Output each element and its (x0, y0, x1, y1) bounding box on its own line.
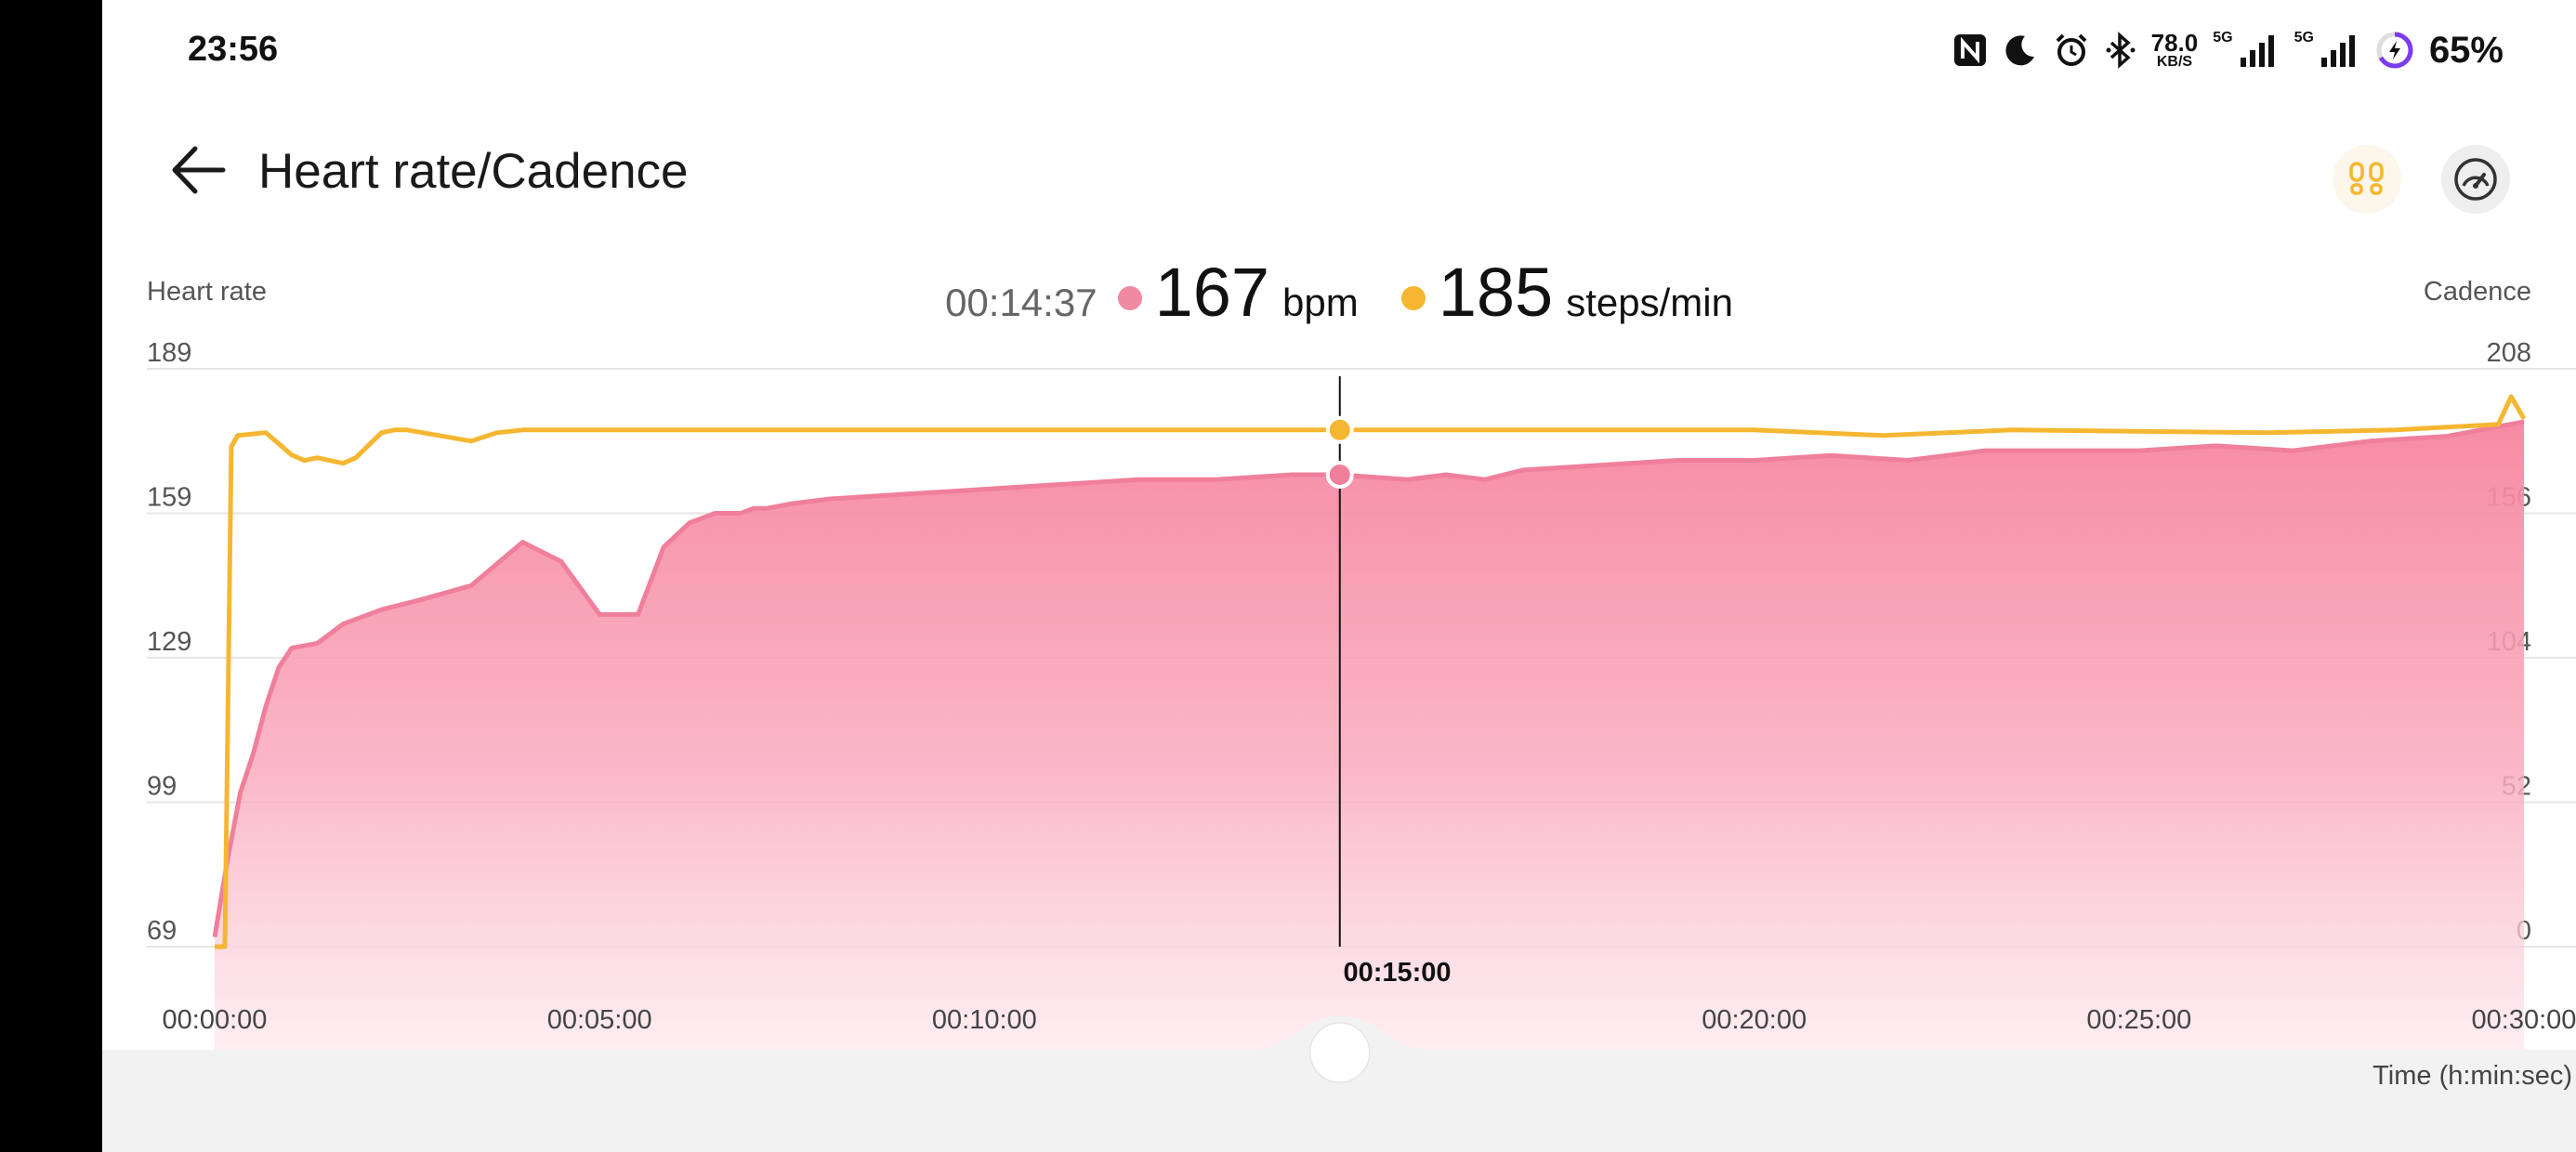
readout-time: 00:14:37 (945, 281, 1097, 324)
cadence-toggle-button[interactable] (2333, 145, 2401, 214)
signal-icon (2320, 29, 2360, 72)
cadence-dot (1400, 286, 1426, 310)
x-tick-label: 00:30:00 (2472, 1005, 2576, 1035)
battery-percent: 65% (2428, 29, 2504, 71)
heart-rate-tick-label: 129 (147, 627, 191, 657)
heart-rate-tick-label: 69 (147, 916, 177, 946)
heart-rate-cadence-chart[interactable]: 699912915918905210415620800:00:0000:05:0… (102, 0, 2576, 1152)
cadence-tick-label: 208 (2487, 338, 2531, 368)
heart-rate-dot (1117, 286, 1142, 310)
value-readout: 00:14:37 167 bpm 185 steps/min (102, 253, 2576, 332)
heart-rate-tick-label: 99 (147, 772, 177, 802)
cadence-cursor-marker (1325, 415, 1354, 444)
alarm-icon (2053, 29, 2090, 72)
app-screen: 23:56 78.0 KB/S 5G 5G 65% (102, 0, 2576, 1152)
heart-rate-tick-label: 189 (147, 338, 191, 368)
pace-toggle-button[interactable] (2441, 145, 2510, 214)
cadence-line (215, 394, 2527, 949)
nfc-icon (1952, 29, 1988, 72)
bluetooth-icon (2105, 29, 2136, 72)
cadence-value: 185 (1438, 254, 1554, 331)
heart-rate-value: 167 (1154, 254, 1270, 331)
heart-rate-axis-title: Heart rate (147, 277, 267, 307)
x-tick-label: 00:10:00 (932, 1005, 1037, 1035)
page-title: Heart rate/Cadence (258, 144, 689, 199)
x-tick-label: 00:05:00 (547, 1005, 652, 1035)
arrow-left-icon (172, 146, 226, 194)
heart-rate-line (212, 419, 2525, 938)
battery-charging-icon (2375, 29, 2414, 72)
signal-2-label: 5G (2293, 30, 2314, 46)
x-tick-label: 00:25:00 (2086, 1005, 2191, 1035)
signal-icon (2239, 29, 2280, 72)
heart-rate-tick-label: 159 (147, 483, 191, 513)
scrubber-handle[interactable] (1308, 1022, 1371, 1083)
heart-rate-unit: bpm (1282, 281, 1359, 324)
x-tick-label-highlighted: 00:15:00 (1343, 958, 1451, 988)
speedometer-icon (2454, 158, 2497, 201)
cadence-axis-title: Cadence (2423, 277, 2531, 307)
moon-icon (2003, 29, 2038, 72)
x-axis-title: Time (h:min:sec) (2372, 1061, 2572, 1091)
signal-1-label: 5G (2213, 30, 2233, 46)
status-clock: 23:56 (188, 30, 279, 69)
status-icons: 78.0 KB/S 5G 5G 65% (1952, 28, 2504, 72)
footprints-icon (2349, 162, 2384, 195)
cadence-unit: steps/min (1566, 281, 1733, 324)
heart-rate-area (215, 422, 2524, 1050)
back-button[interactable] (165, 137, 230, 203)
x-tick-label: 00:00:00 (163, 1005, 268, 1035)
x-tick-label: 00:20:00 (1702, 1005, 1807, 1035)
heart-rate-cursor-marker (1325, 461, 1354, 490)
network-speed: 78.0 KB/S (2150, 29, 2199, 70)
